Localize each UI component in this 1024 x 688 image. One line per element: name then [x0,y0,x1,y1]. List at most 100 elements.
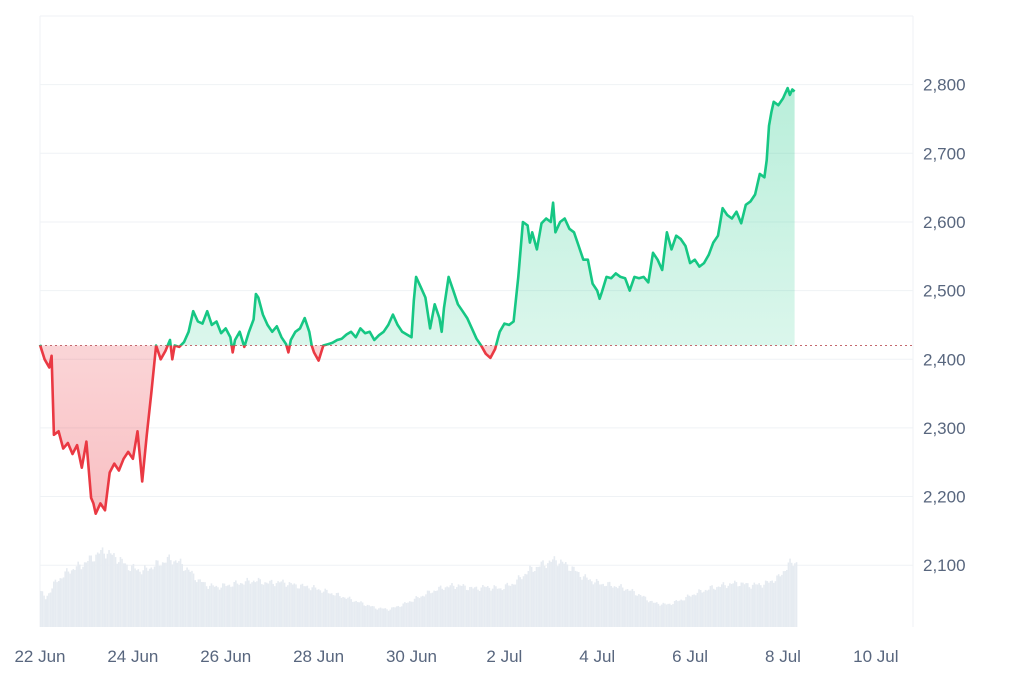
volume-bar [631,588,634,627]
volume-bar [530,566,533,627]
volume-bar [321,592,323,627]
volume-bar [257,577,260,627]
volume-bar [51,588,53,627]
volume-bar [670,604,673,627]
volume-bar [352,601,354,627]
volume-bar [199,579,201,627]
volume-bar [673,600,676,627]
volume-bar [129,571,131,627]
volume-bar [509,585,512,627]
volume-bar [651,600,653,627]
volume-bar [613,586,616,627]
volume-bar [381,608,383,627]
volume-bar [79,564,81,627]
volume-bar [236,583,239,627]
volume-bar [166,556,169,627]
volume-bar [399,607,401,627]
volume-bar [262,584,265,627]
volume-bar [779,576,782,627]
volume-bar [707,589,710,627]
volume-bar [742,582,744,627]
volume-bar [116,563,118,627]
volume-bar [473,587,476,627]
volume-bar [192,573,195,627]
volume-bar [696,592,699,627]
volume-bar [519,577,522,627]
volume-bar [462,584,465,627]
y-tick-label: 2,700 [923,144,966,163]
volume-bar [781,574,783,627]
volume-bar [53,581,55,627]
volume-bar [776,575,778,627]
volume-bar [161,562,164,627]
volume-bar [436,590,439,627]
volume-bar [756,584,759,627]
volume-bar [493,585,496,627]
volume-bar [428,590,431,627]
volume-bar [340,597,343,627]
volume-bar [616,588,619,627]
volume-bar [408,601,411,627]
volume-bar [101,547,104,627]
volume-bar [365,606,367,627]
volume-bar [748,587,751,627]
volume-bar [743,584,746,627]
volume-bar [187,569,190,627]
volume-bar [459,585,461,627]
volume-bar [83,562,86,627]
volume-bar [96,552,99,627]
volume-bar [54,579,57,627]
volume-bar [210,583,213,627]
volume-bar [615,586,617,627]
volume-bar [265,582,268,627]
volume-bar [379,607,382,627]
volume-bar [589,579,591,627]
volume-bar [147,570,149,627]
volume-bar [750,588,752,627]
volume-bar [345,598,348,627]
volume-bar [787,562,790,627]
volume-bar [335,593,338,627]
volume-bar [108,550,110,627]
volume-bar [131,565,133,627]
x-axis-ticks: 22 Jun 24 Jun 26 Jun 28 Jun 30 Jun 2 Jul 4 Jul… [14,647,898,666]
volume-bar [665,604,668,627]
volume-bar [485,587,487,627]
volume-bar [577,572,580,627]
volume-bar [342,597,344,627]
price-line-up [38,86,796,346]
volume-bar [43,595,45,627]
volume-bar [410,601,413,627]
volume-bar [647,602,650,627]
volume-bar [137,569,140,627]
volume-bar [285,586,288,627]
volume-bar [254,582,257,627]
volume-bar [792,566,795,627]
volume-bar [200,582,203,627]
volume-bar [163,562,166,627]
volume-bar [758,583,760,627]
volume-bar [683,600,686,627]
volume-bar [275,583,278,627]
y-tick-label: 2,200 [923,488,966,507]
volume-bar [413,598,416,627]
volume-bar [358,602,361,627]
volume-bar [555,560,557,627]
volume-bar [649,601,652,627]
volume-bar [782,571,785,627]
volume-bar [109,553,112,627]
volume-bar [291,584,294,627]
volume-bar [443,589,445,627]
volume-bar [499,588,502,627]
volume-bar [145,567,148,627]
volume-bar [277,581,279,627]
volume-bar [113,553,115,627]
volume-bar [556,566,559,627]
volume-bar [376,609,379,627]
volume-bar [699,589,702,627]
volume-bar [625,589,627,627]
volume-bar [688,595,691,627]
volume-bar [431,592,434,627]
volume-bar [220,587,223,627]
volume-bar [421,595,424,627]
